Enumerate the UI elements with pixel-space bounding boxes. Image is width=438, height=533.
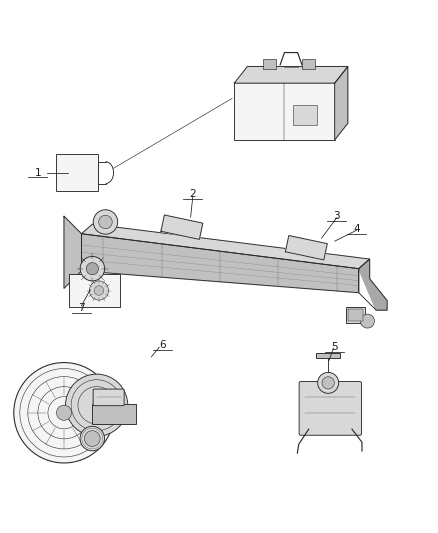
FancyBboxPatch shape xyxy=(263,59,276,69)
Polygon shape xyxy=(286,236,327,260)
Text: 5: 5 xyxy=(332,342,338,352)
Text: 3: 3 xyxy=(334,211,340,221)
Polygon shape xyxy=(81,224,370,269)
Text: 1: 1 xyxy=(35,168,41,177)
Circle shape xyxy=(89,281,109,300)
FancyBboxPatch shape xyxy=(93,389,124,406)
Circle shape xyxy=(14,362,114,463)
FancyBboxPatch shape xyxy=(348,309,363,321)
Circle shape xyxy=(360,314,374,328)
Polygon shape xyxy=(234,67,348,83)
Polygon shape xyxy=(359,259,387,310)
Circle shape xyxy=(80,426,105,451)
FancyBboxPatch shape xyxy=(316,353,340,358)
Circle shape xyxy=(66,374,128,437)
Circle shape xyxy=(99,215,112,229)
Circle shape xyxy=(57,405,71,421)
Text: 6: 6 xyxy=(159,340,166,350)
Polygon shape xyxy=(64,216,81,288)
Text: 4: 4 xyxy=(353,224,360,235)
FancyBboxPatch shape xyxy=(346,306,365,323)
FancyBboxPatch shape xyxy=(302,59,315,69)
FancyBboxPatch shape xyxy=(299,382,361,435)
Circle shape xyxy=(86,263,99,275)
Circle shape xyxy=(94,286,104,295)
Circle shape xyxy=(93,210,118,234)
FancyBboxPatch shape xyxy=(92,405,136,424)
Polygon shape xyxy=(81,234,359,293)
FancyBboxPatch shape xyxy=(293,105,317,125)
Text: 7: 7 xyxy=(78,303,85,313)
FancyBboxPatch shape xyxy=(57,154,98,191)
Circle shape xyxy=(80,256,105,281)
Circle shape xyxy=(85,431,100,447)
Text: 2: 2 xyxy=(190,189,196,199)
FancyBboxPatch shape xyxy=(234,83,335,140)
FancyBboxPatch shape xyxy=(70,274,120,307)
Polygon shape xyxy=(335,67,348,140)
Circle shape xyxy=(322,377,334,389)
Polygon shape xyxy=(161,215,203,239)
Circle shape xyxy=(318,373,339,393)
